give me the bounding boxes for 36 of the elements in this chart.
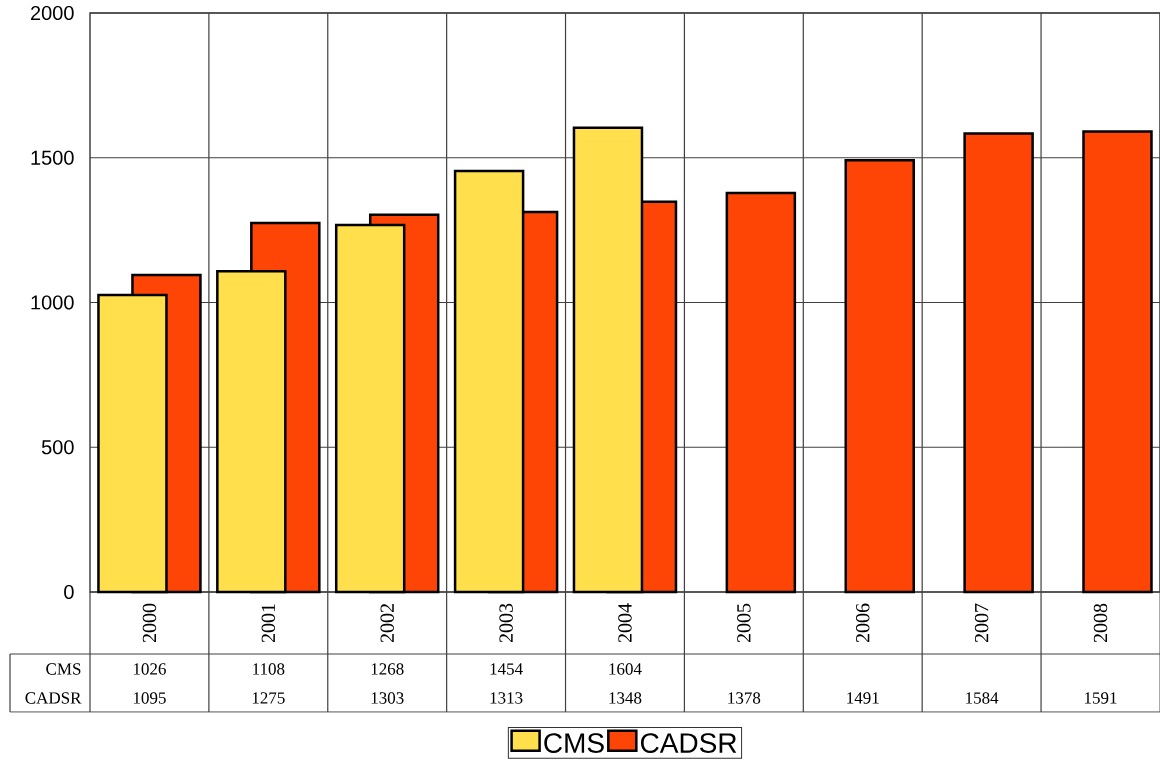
bar bbox=[963, 132, 1034, 594]
data-label: 1591 bbox=[1084, 692, 1117, 704]
x-tick-label: 2005 bbox=[737, 603, 751, 643]
data-label: 1454 bbox=[490, 663, 523, 675]
data-label: 1604 bbox=[609, 663, 642, 675]
data-label: 1584 bbox=[966, 692, 999, 704]
y-tick-label: 0 bbox=[64, 584, 74, 600]
data-label: 1026 bbox=[133, 663, 166, 675]
legend-label: CADSR bbox=[641, 733, 737, 753]
data-label: 1313 bbox=[490, 692, 523, 704]
legend-label: CMS bbox=[544, 733, 604, 753]
x-tick-label: 2006 bbox=[855, 603, 870, 643]
y-tick-label: 2000 bbox=[30, 5, 74, 21]
y-tick-label: 500 bbox=[41, 440, 74, 455]
data-label: 1348 bbox=[609, 692, 642, 704]
data-label: 1275 bbox=[252, 692, 285, 704]
y-tick-label: 1000 bbox=[31, 295, 74, 310]
x-tick-label: 2004 bbox=[618, 603, 632, 643]
x-tick-label: 2000 bbox=[142, 603, 157, 643]
text: CMS bbox=[46, 663, 81, 675]
x-tick-label: 2003 bbox=[499, 603, 513, 643]
data-label: 1108 bbox=[253, 663, 285, 675]
x-tick-label: 2001 bbox=[261, 604, 276, 643]
data-label: 1268 bbox=[371, 663, 404, 675]
x-tick-label: 2007 bbox=[974, 603, 989, 643]
bar bbox=[725, 191, 797, 594]
bar bbox=[844, 159, 915, 594]
x-tick-label: 2008 bbox=[1093, 603, 1108, 643]
data-label: 1095 bbox=[133, 692, 166, 704]
data-label: 1491 bbox=[847, 692, 879, 704]
bar bbox=[1082, 130, 1153, 594]
data-label: 1378 bbox=[728, 692, 761, 704]
data-label: 1303 bbox=[371, 692, 404, 704]
text: CADSR bbox=[25, 692, 82, 704]
x-tick-label: 2002 bbox=[380, 604, 394, 643]
y-tick-label: 1500 bbox=[31, 150, 74, 165]
